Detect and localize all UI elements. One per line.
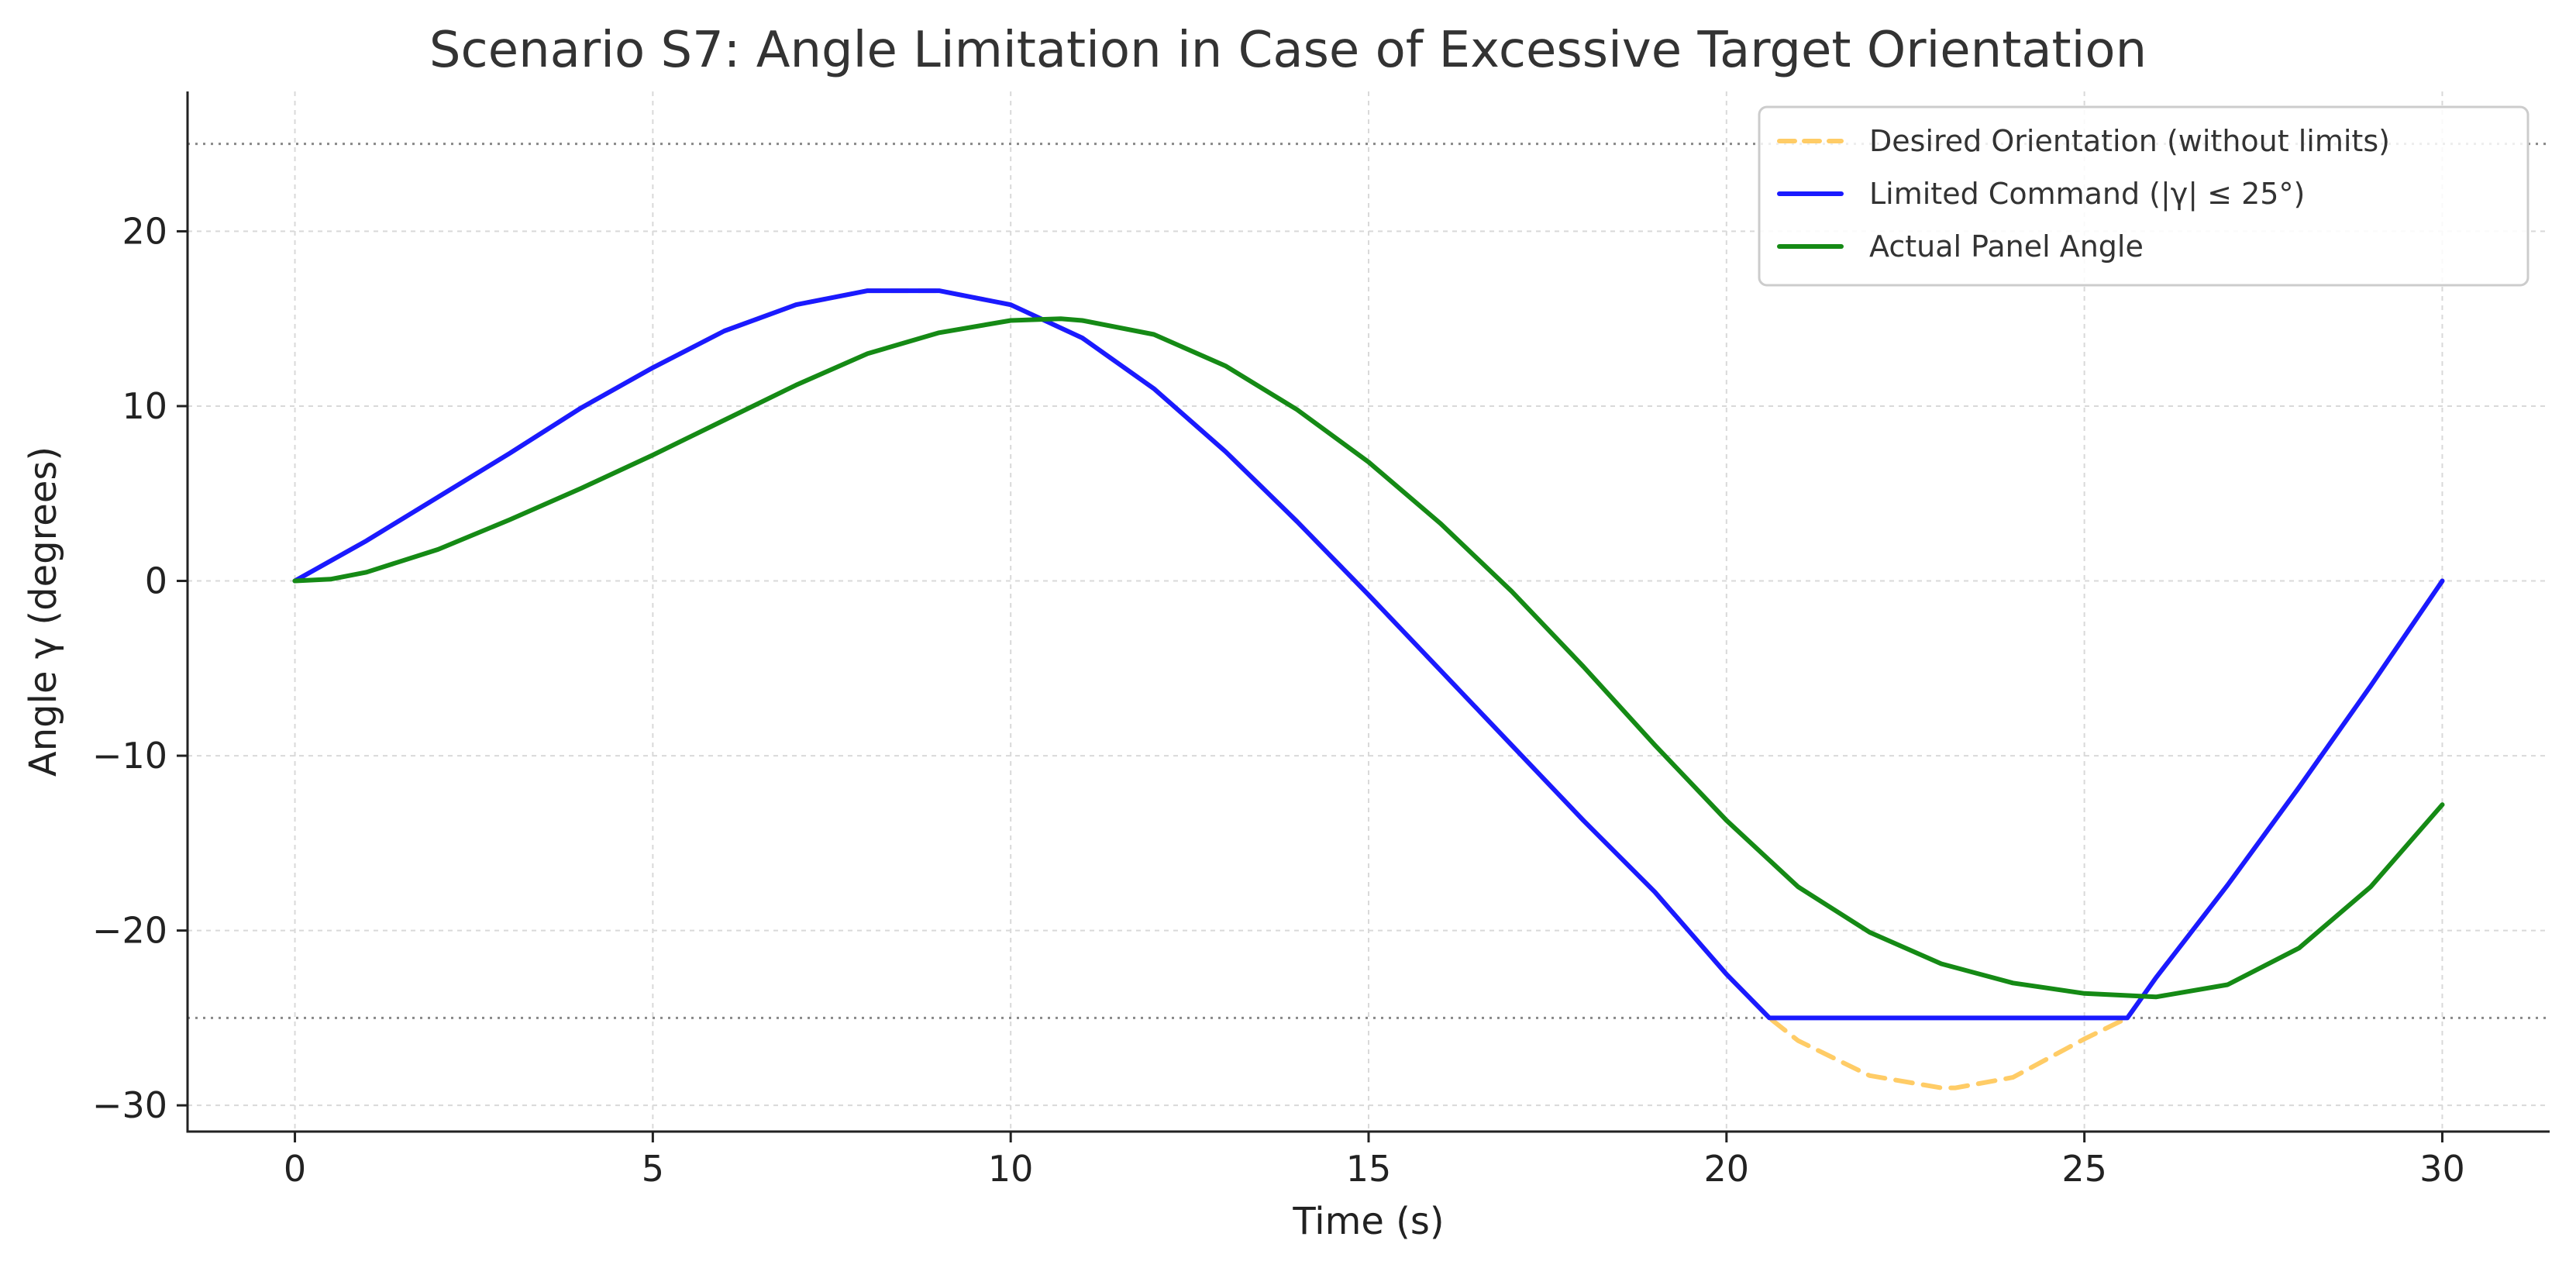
legend: Desired Orientation (without limits) Limi…: [1758, 105, 2530, 287]
legend-label-1: Limited Command (|γ| ≤ 25°): [1869, 177, 2305, 212]
x-tick-label: 30: [2419, 1148, 2465, 1190]
y-tick-label: −10: [92, 735, 167, 777]
x-tick-label: 20: [1704, 1148, 1750, 1190]
axes-spines: [186, 91, 2550, 1133]
chart-title: Scenario S7: Angle Limitation in Case of…: [429, 22, 2147, 79]
x-tick-label: 5: [642, 1148, 664, 1190]
x-ticks: 0 5 10 15 20 25 30: [284, 1132, 2465, 1190]
y-tick-label: 10: [122, 385, 167, 427]
y-tick-label: −30: [92, 1084, 167, 1126]
x-tick-label: 0: [284, 1148, 306, 1190]
y-tick-label: 0: [145, 560, 167, 602]
y-ticks: −30 −20 −10 0 10 20: [92, 210, 188, 1126]
y-tick-label: 20: [122, 210, 167, 252]
y-axis-label: Angle γ (degrees): [22, 446, 65, 777]
x-tick-label: 15: [1346, 1148, 1392, 1190]
series-line-1: [292, 288, 2445, 1021]
x-axis-label: Time (s): [1292, 1200, 1444, 1243]
grid: [188, 91, 2550, 1132]
x-tick-label: 10: [988, 1148, 1034, 1190]
series-line-2: [292, 316, 2445, 1000]
legend-label-0: Desired Orientation (without limits): [1869, 124, 2390, 158]
series-group: [292, 288, 2445, 1090]
legend-box: [1758, 105, 2530, 287]
legend-label-2: Actual Panel Angle: [1869, 229, 2144, 264]
y-tick-label: −20: [92, 910, 167, 952]
x-tick-label: 25: [2061, 1148, 2107, 1190]
